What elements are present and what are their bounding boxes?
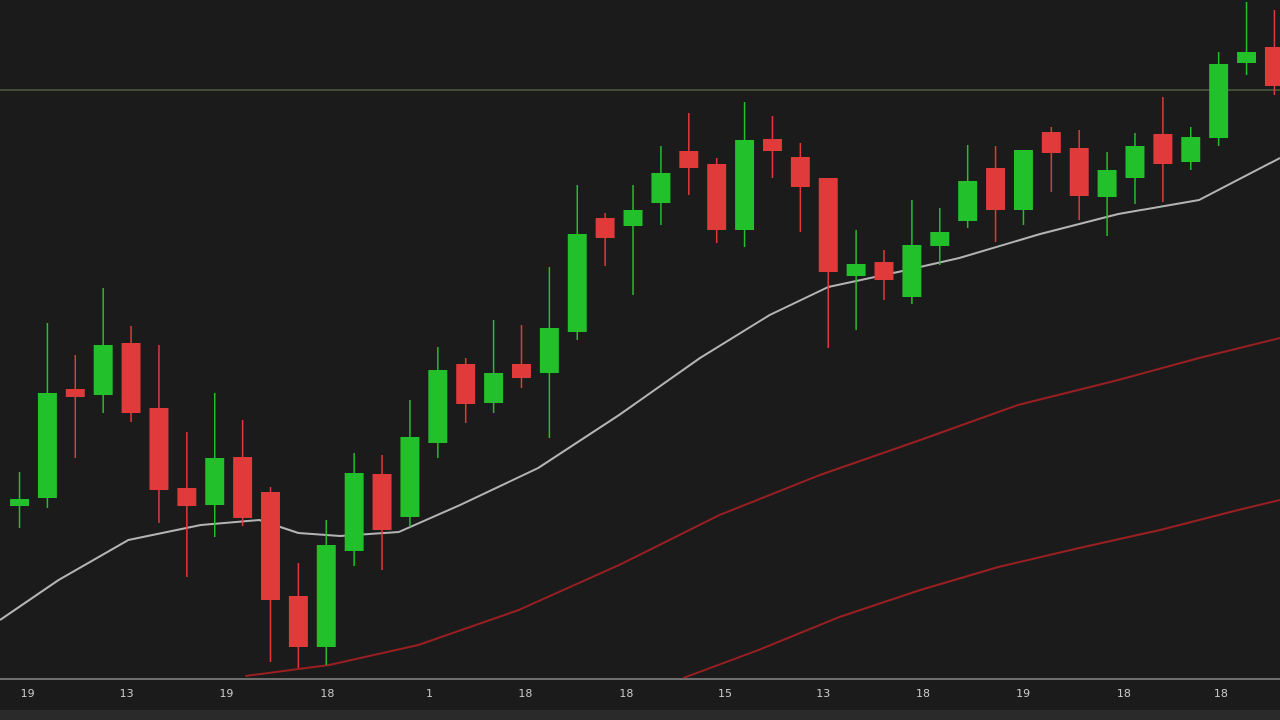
x-tick-label: 19 <box>219 687 233 700</box>
x-tick-label: 18 <box>1214 687 1228 700</box>
candle-body <box>1125 146 1145 178</box>
overlay-line <box>245 337 1280 677</box>
candle-body <box>595 218 615 238</box>
overlay-line <box>0 157 1280 621</box>
candle-body <box>790 157 810 187</box>
candle-body <box>1237 52 1257 63</box>
candle-body <box>177 488 197 506</box>
candle-body <box>567 234 587 332</box>
candle-body <box>400 437 420 517</box>
candle-body <box>958 181 978 221</box>
candle-body <box>261 492 280 600</box>
candle-body <box>623 210 643 226</box>
candle-body <box>818 178 838 272</box>
candle-body <box>846 264 866 276</box>
x-tick-label: 18 <box>1117 687 1131 700</box>
candle-body <box>539 328 559 373</box>
candle-body <box>484 373 504 403</box>
overlay-line <box>682 499 1280 679</box>
candle-body <box>1069 148 1089 196</box>
candle-body <box>902 245 922 297</box>
candle-body <box>344 473 364 551</box>
candle-body <box>456 364 476 404</box>
candle-body <box>316 545 336 647</box>
candle-body <box>149 408 169 490</box>
x-tick-label: 15 <box>718 687 732 700</box>
candle-body <box>512 364 531 378</box>
candle-body <box>121 343 141 413</box>
x-tick-label: 1 <box>426 687 433 700</box>
candle-body <box>1153 134 1173 164</box>
candle-body <box>10 499 30 506</box>
candle-body <box>1181 137 1201 162</box>
candle-body <box>288 596 308 647</box>
candle-body <box>65 389 85 397</box>
candle-body <box>205 458 225 505</box>
x-tick-label: 18 <box>320 687 334 700</box>
x-tick-label: 18 <box>619 687 633 700</box>
candle-body <box>735 140 755 230</box>
candle-body <box>1013 150 1033 210</box>
candle-body <box>233 457 253 518</box>
candle-body <box>707 164 727 230</box>
candle-body <box>428 370 448 443</box>
x-tick-label: 19 <box>21 687 35 700</box>
candle-body <box>1097 170 1117 197</box>
candle-body <box>986 168 1006 210</box>
candle-body <box>874 262 894 280</box>
x-tick-label: 18 <box>916 687 930 700</box>
candle-body <box>93 345 113 395</box>
candle-body <box>37 393 57 498</box>
candle-body <box>372 474 392 530</box>
candle-body <box>930 232 950 246</box>
x-tick-label: 18 <box>518 687 532 700</box>
candle-body <box>1209 64 1229 138</box>
x-tick-label: 13 <box>120 687 134 700</box>
candle-body <box>762 139 782 151</box>
x-tick-label: 13 <box>816 687 830 700</box>
candle-body <box>1264 47 1280 86</box>
x-tick-label: 19 <box>1016 687 1030 700</box>
candle-body <box>1041 132 1061 153</box>
bottom-strip <box>0 710 1280 720</box>
candle-body <box>651 173 671 203</box>
candle-body <box>679 151 699 168</box>
